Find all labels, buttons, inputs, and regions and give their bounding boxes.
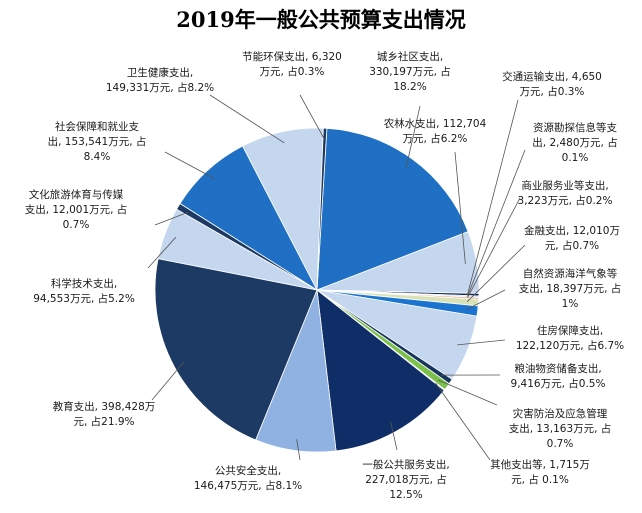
leader-line (466, 244, 526, 302)
slice-label: 交通运输支出, 4,650 万元, 占0.3% (502, 70, 602, 98)
slice-label-line: 146,475万元, 占8.1% (194, 479, 302, 492)
slice-label-line: 金融支出, 12,010万 (524, 224, 620, 237)
slice-label: 农林水支出, 112,704 万元, 占6.2% (384, 117, 487, 145)
slice-label-line: 元, 占21.9% (73, 415, 134, 428)
pie-slices (154, 127, 480, 453)
slice-label-line: 1% (562, 298, 579, 310)
leader-line (435, 382, 491, 461)
slice-label-line: 教育支出, 398,428万 (53, 400, 156, 413)
slice-label-line: 社会保障和就业支 (55, 120, 139, 133)
slice-label: 商业服务业等支出, 3,223万元, 占0.2% (518, 179, 613, 207)
slice-label: 公共安全支出, 146,475万元, 占8.1% (194, 464, 302, 492)
slice-label: 城乡社区支出, 330,197万元, 占 18.2% (369, 50, 451, 93)
leader-line (457, 339, 506, 346)
pie-slice (179, 145, 319, 292)
slice-label-line: 自然资源海洋气象等 (523, 267, 618, 280)
slice-label-line: 粮油物资储备支出, (514, 362, 601, 375)
leader-line (390, 421, 398, 451)
leader-line (164, 151, 216, 180)
slice-label-line: 12.5% (389, 489, 422, 501)
slice-label-line: 万元, 占0.3% (260, 65, 325, 78)
slice-label-line: 3,223万元, 占0.2% (518, 194, 613, 207)
slice-label-line: 支出, 12,001万元, 占 (25, 203, 128, 216)
slice-label-line: 支出, 13,163万元, 占 (509, 422, 612, 435)
slice-label-line: 支出, 18,397万元, 占 (519, 282, 622, 295)
slice-label: 资源勘探信息等支出, 2,480万元, 占 0.1% (532, 121, 617, 164)
leader-line (154, 211, 189, 226)
leader-line (467, 149, 526, 297)
slice-label-line: 城乡社区支出, (377, 50, 443, 63)
slice-label-line: 122,120万元, 占6.7% (516, 339, 624, 352)
leader-line (299, 94, 325, 140)
leader-line (467, 197, 521, 298)
slice-label-line: 8.4% (84, 151, 111, 163)
slice-label-line: 公共安全支出, (215, 464, 281, 477)
slice-label: 科学技术支出, 94,553万元, 占5.2% (33, 277, 135, 305)
slice-label-line: 商业服务业等支出, (521, 179, 608, 192)
slice-label-line: 227,018万元, 占 (365, 473, 447, 486)
slice-label-line: 其他支出等, 1,715万 (490, 458, 590, 471)
slice-label-line: 卫生健康支出, (127, 66, 193, 79)
slice-label-line: 出, 153,541万元, 占 (48, 135, 147, 148)
leader-line (209, 94, 285, 144)
leader-line (466, 289, 506, 310)
slice-label-line: 9,416万元, 占0.5% (511, 377, 606, 390)
slice-label-line: 万元, 占0.3% (520, 85, 585, 98)
slice-label: 教育支出, 398,428万元, 占21.9% (53, 400, 156, 428)
pie-slice (316, 289, 445, 452)
slice-label-line: 18.2% (393, 81, 426, 93)
leader-line (147, 236, 177, 269)
slice-label-line: 0.7% (547, 438, 574, 450)
pie-slice (316, 127, 328, 291)
slice-label-line: 元, 占0.7% (545, 239, 599, 252)
slice-label: 粮油物资储备支出, 9,416万元, 占0.5% (511, 362, 606, 390)
slice-label-line: 节能环保支出, 6,320 (242, 50, 342, 63)
slice-label: 文化旅游体育与传媒支出, 12,001万元, 占 0.7% (25, 188, 128, 231)
slice-label-line: 出, 2,480万元, 占 (532, 136, 617, 149)
slice-label-line: 0.1% (562, 152, 589, 164)
leader-line (437, 379, 498, 406)
pie-slice (154, 258, 318, 441)
leader-line (405, 105, 421, 169)
slice-label-line: 元, 占 0.1% (511, 473, 569, 486)
leader-line (151, 361, 185, 401)
slice-label-line: 文化旅游体育与传媒 (29, 188, 124, 201)
leader-line (296, 439, 301, 461)
chart-title: 2019年一般公共预算支出情况 (176, 7, 465, 32)
slice-label: 灾害防治及应急管理支出, 13,163万元, 占 0.7% (509, 407, 612, 450)
slice-label: 住房保障支出, 122,120万元, 占6.7% (516, 324, 624, 352)
slice-label: 自然资源海洋气象等支出, 18,397万元, 占 1% (519, 267, 622, 310)
slice-label-line: 住房保障支出, (537, 324, 603, 337)
slice-label: 一般公共服务支出, 227,018万元, 占 12.5% (362, 458, 449, 501)
slice-label: 节能环保支出, 6,320 万元, 占0.3% (242, 50, 342, 78)
leader-line (467, 99, 519, 295)
slice-labels: 城乡社区支出, 330,197万元, 占 18.2% 农林水支出, 112,704 万元… (25, 50, 624, 501)
slice-label-line: 330,197万元, 占 (369, 65, 451, 78)
leader-line (454, 151, 466, 265)
slice-label-line: 交通运输支出, 4,650 (502, 70, 602, 83)
slice-label-line: 农林水支出, 112,704 (384, 117, 487, 130)
slice-label-line: 94,553万元, 占5.2% (33, 292, 135, 305)
slice-label: 社会保障和就业支出, 153,541万元, 占 8.4% (48, 120, 147, 163)
slice-label: 金融支出, 12,010万元, 占0.7% (524, 224, 620, 252)
slice-label-line: 科学技术支出, (51, 277, 117, 290)
slice-label-line: 万元, 占6.2% (403, 132, 468, 145)
slice-label-line: 149,331万元, 占8.2% (106, 81, 214, 94)
slice-label-line: 资源勘探信息等支 (533, 121, 617, 134)
slice-label: 其他支出等, 1,715万元, 占 0.1% (490, 458, 590, 486)
slice-label: 卫生健康支出, 149,331万元, 占8.2% (106, 66, 214, 94)
slice-label-line: 一般公共服务支出, (362, 458, 449, 471)
leader-lines (147, 94, 526, 461)
slice-label-line: 灾害防治及应急管理 (513, 407, 608, 420)
slice-label-line: 0.7% (63, 219, 90, 231)
